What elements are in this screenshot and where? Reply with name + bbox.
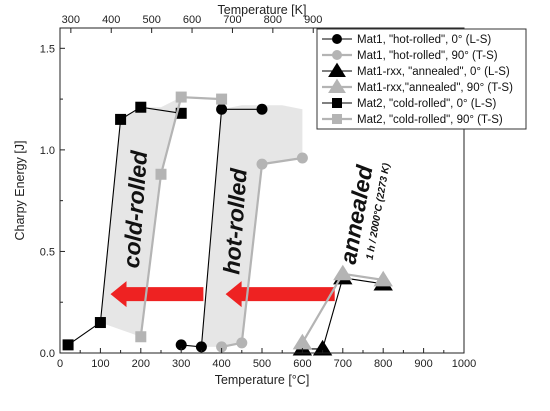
- legend-box: [316, 28, 527, 130]
- axis-ticks: 0 100 200 300 400 500 600 700 800 900 1000 300 400 50…: [40, 14, 477, 370]
- square-marker: [155, 168, 167, 180]
- legend-label: Mat1-rxx, "annealed", 0° (L-S): [357, 66, 510, 78]
- x-tick-label: 600: [293, 358, 311, 370]
- x2-tick-label: 800: [264, 14, 282, 26]
- circle-marker: [256, 103, 268, 115]
- x-tick-label: 200: [132, 358, 150, 370]
- legend-label: Mat2, "cold-rolled", 90° (T-S): [357, 114, 503, 126]
- y-tick-label: 0.5: [40, 246, 55, 258]
- circle-marker: [175, 339, 187, 351]
- y-axis-label: Charpy Energy [J]: [13, 140, 27, 240]
- circle-marker: [216, 103, 228, 115]
- series-line: [139, 95, 222, 337]
- square-marker: [135, 101, 147, 113]
- series-6: [135, 91, 228, 343]
- series-layer: [62, 91, 393, 356]
- x-tick-label: 500: [253, 358, 271, 370]
- x2-tick-label: 700: [223, 14, 241, 26]
- x2-tick-label: 400: [102, 14, 120, 26]
- x-tick-label: 0: [57, 358, 63, 370]
- circle-marker: [216, 341, 228, 353]
- transition-band: [100, 97, 182, 337]
- series-line: [302, 277, 384, 350]
- circle-marker: [195, 341, 207, 353]
- x-tick-label: 300: [172, 358, 190, 370]
- y-tick-label: 0.0: [40, 348, 55, 360]
- square-marker: [332, 98, 342, 108]
- y-tick-label: 1.5: [40, 43, 55, 55]
- series-line: [221, 156, 303, 348]
- square-marker: [175, 107, 187, 119]
- legend: Mat1, "hot-rolled", 0° (L-S) Mat1, "hot-r…: [316, 28, 527, 130]
- circle-marker: [332, 50, 342, 60]
- triangle-marker: [373, 270, 393, 287]
- shift-arrow: [110, 281, 204, 308]
- circle-marker: [332, 34, 342, 44]
- series-line: [181, 108, 262, 348]
- series-5: [62, 101, 187, 351]
- circle-marker: [256, 158, 268, 170]
- shift-arrow: [225, 281, 335, 308]
- legend-item: Mat1, "hot-rolled", 90° (T-S): [322, 50, 498, 62]
- legend-item: Mat2, "cold-rolled", 90° (T-S): [322, 114, 503, 126]
- legend-item: Mat1-rxx,"annealed", 90° (T-S): [322, 78, 513, 94]
- x-tick-label: 400: [212, 358, 230, 370]
- circle-marker: [236, 337, 248, 349]
- shift-arrows: [110, 281, 335, 308]
- square-marker: [62, 339, 74, 351]
- x2-tick-label: 900: [304, 14, 322, 26]
- triangle-marker: [328, 78, 346, 93]
- legend-item: Mat1-rxx, "annealed", 0° (L-S): [322, 62, 510, 78]
- circle-marker: [296, 152, 308, 164]
- triangle-marker: [312, 339, 333, 356]
- series-1: [175, 103, 268, 353]
- x-tick-label: 900: [414, 358, 432, 370]
- square-marker: [175, 91, 187, 103]
- triangle-marker: [333, 264, 353, 281]
- square-marker: [332, 114, 342, 124]
- legend-label: Mat1-rxx,"annealed", 90° (T-S): [357, 82, 513, 94]
- series-2: [216, 152, 308, 353]
- legend-label: Mat1, "hot-rolled", 0° (L-S): [357, 34, 491, 46]
- legend-label: Mat1, "hot-rolled", 90° (T-S): [357, 50, 498, 62]
- legend-item: Mat1, "hot-rolled", 0° (L-S): [322, 34, 491, 46]
- x2-tick-label: 500: [142, 14, 160, 26]
- square-marker: [94, 317, 106, 329]
- legend-label: Mat2, "cold-rolled", 0° (L-S): [357, 98, 496, 110]
- square-marker: [135, 331, 147, 343]
- square-marker: [216, 93, 228, 105]
- x-tick-label: 700: [334, 358, 352, 370]
- y-tick-label: 1.0: [40, 145, 55, 157]
- x-tick-label: 1000: [452, 358, 476, 370]
- triangle-marker: [292, 333, 313, 350]
- x-tick-label: 100: [91, 358, 109, 370]
- x2-axis-label: Temperature [K]: [218, 3, 307, 17]
- x2-tick-label: 600: [183, 14, 201, 26]
- transition-band: [201, 105, 303, 347]
- x-tick-label: 800: [374, 358, 392, 370]
- x2-tick-label: 300: [62, 14, 80, 26]
- transition-bands: [100, 97, 303, 347]
- triangle-marker: [328, 62, 346, 77]
- x-axis-label: Temperature [°C]: [215, 373, 310, 387]
- square-marker: [115, 113, 127, 125]
- legend-item: Mat2, "cold-rolled", 0° (L-S): [322, 98, 496, 110]
- series-4: [292, 264, 393, 350]
